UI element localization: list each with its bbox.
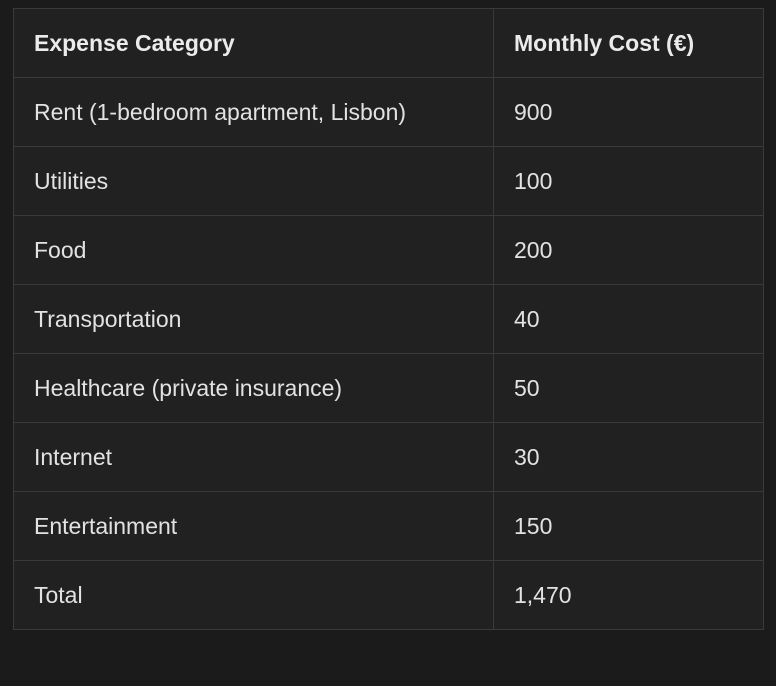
- cell-category: Healthcare (private insurance): [13, 353, 494, 423]
- table-row-total: Total 1,470: [13, 560, 764, 630]
- table-row: Entertainment 150: [13, 491, 764, 561]
- expense-table: Expense Category Monthly Cost (€) Rent (…: [13, 8, 764, 630]
- table-row: Food 200: [13, 215, 764, 285]
- cell-cost: 900: [493, 77, 764, 147]
- table-row: Transportation 40: [13, 284, 764, 354]
- header-expense-category: Expense Category: [13, 8, 494, 78]
- table-row: Healthcare (private insurance) 50: [13, 353, 764, 423]
- table-header-row: Expense Category Monthly Cost (€): [13, 8, 764, 78]
- cell-category: Utilities: [13, 146, 494, 216]
- table-row: Rent (1-bedroom apartment, Lisbon) 900: [13, 77, 764, 147]
- cell-cost: 50: [493, 353, 764, 423]
- cell-category: Rent (1-bedroom apartment, Lisbon): [13, 77, 494, 147]
- table-row: Utilities 100: [13, 146, 764, 216]
- cell-category-total: Total: [13, 560, 494, 630]
- cell-category: Entertainment: [13, 491, 494, 561]
- cell-cost: 150: [493, 491, 764, 561]
- cell-cost: 200: [493, 215, 764, 285]
- table-row: Internet 30: [13, 422, 764, 492]
- cell-cost: 40: [493, 284, 764, 354]
- cell-cost-total: 1,470: [493, 560, 764, 630]
- cell-category: Food: [13, 215, 494, 285]
- cell-category: Transportation: [13, 284, 494, 354]
- cell-cost: 100: [493, 146, 764, 216]
- header-monthly-cost: Monthly Cost (€): [493, 8, 764, 78]
- cell-cost: 30: [493, 422, 764, 492]
- cell-category: Internet: [13, 422, 494, 492]
